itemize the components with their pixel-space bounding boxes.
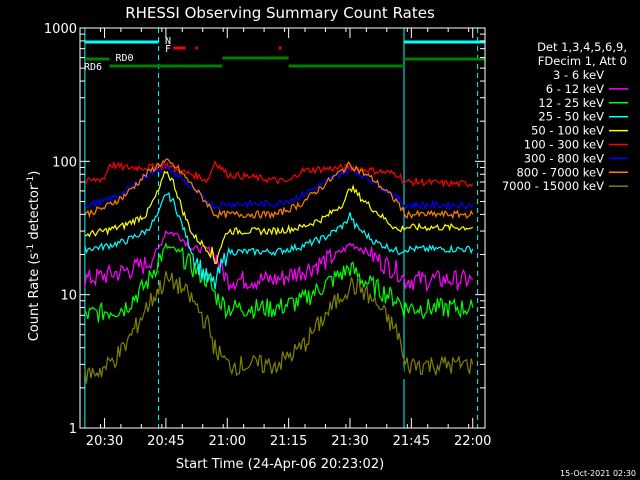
- axes: 1 10 100 1000 20:30 20:45 21:00 21:15 21:30 21:45…: [44, 22, 492, 449]
- x-tick-label: 20:45: [147, 434, 184, 449]
- series-line: [84, 271, 474, 384]
- legend-label: 25 - 50 keV: [538, 110, 604, 124]
- x-tick-label: 21:45: [393, 434, 430, 449]
- y-tick-label: 1000: [44, 22, 77, 37]
- legend-label: 800 - 7000 keV: [516, 165, 604, 179]
- legend-header-line-2: FDecim 1, Att 0: [538, 54, 627, 68]
- plot-area: NF RD0 RD6: [84, 28, 485, 428]
- series-line: [84, 246, 474, 424]
- flag-n-label: N: [165, 36, 171, 47]
- flag-rd6-label: RD6: [84, 62, 102, 73]
- y-tick-label: 1: [69, 422, 77, 437]
- x-tick-label: 21:30: [331, 434, 368, 449]
- legend-label: 100 - 300 keV: [524, 138, 604, 152]
- x-tick-label: 22:00: [454, 434, 491, 449]
- series-line: [84, 191, 474, 290]
- footer-timestamp: 15-Oct-2021 02:30: [560, 469, 636, 478]
- legend-label: 50 - 100 keV: [531, 124, 604, 138]
- legend-header-line-1: Det 1,3,4,5,6,9,: [537, 40, 627, 54]
- legend: Det 1,3,4,5,6,9, FDecim 1, Att 0 3 - 6 k…: [502, 40, 628, 193]
- y-label-mid: detector: [27, 184, 42, 244]
- series-line: [84, 170, 473, 265]
- chart-title: RHESSI Observing Summary Count Rates: [125, 4, 435, 22]
- axes-frame: [79, 27, 486, 429]
- y-label-main: Count Rate (s: [27, 253, 42, 342]
- flag-rd0-label: RD0: [115, 53, 133, 64]
- x-tick-label: 21:00: [209, 434, 246, 449]
- legend-label: 6 - 12 keV: [546, 82, 604, 96]
- x-tick-label: 21:15: [270, 434, 307, 449]
- y-tick-label: 100: [52, 155, 77, 170]
- y-tick-label: 10: [60, 289, 77, 304]
- series-line: [84, 242, 474, 323]
- y-label-sup-1: -1: [26, 244, 36, 253]
- legend-label: 7000 - 15000 keV: [502, 179, 604, 193]
- flag-f-label: F: [165, 44, 171, 55]
- y-axis-label: Count Rate (s-1 detector-1): [26, 171, 42, 342]
- series-line: [84, 159, 474, 189]
- y-label-sup-2: -1: [26, 176, 36, 185]
- legend-label: 12 - 25 keV: [538, 96, 604, 110]
- x-axis-label: Start Time (24-Apr-06 20:23:02): [176, 457, 384, 472]
- series-line: [84, 229, 474, 293]
- legend-label: 3 - 6 keV: [553, 68, 604, 82]
- series-line: [84, 158, 474, 220]
- y-label-end: ): [27, 171, 42, 176]
- x-tick-label: 20:30: [86, 434, 123, 449]
- series-line: [84, 164, 474, 211]
- legend-label: 300 - 800 keV: [524, 151, 604, 165]
